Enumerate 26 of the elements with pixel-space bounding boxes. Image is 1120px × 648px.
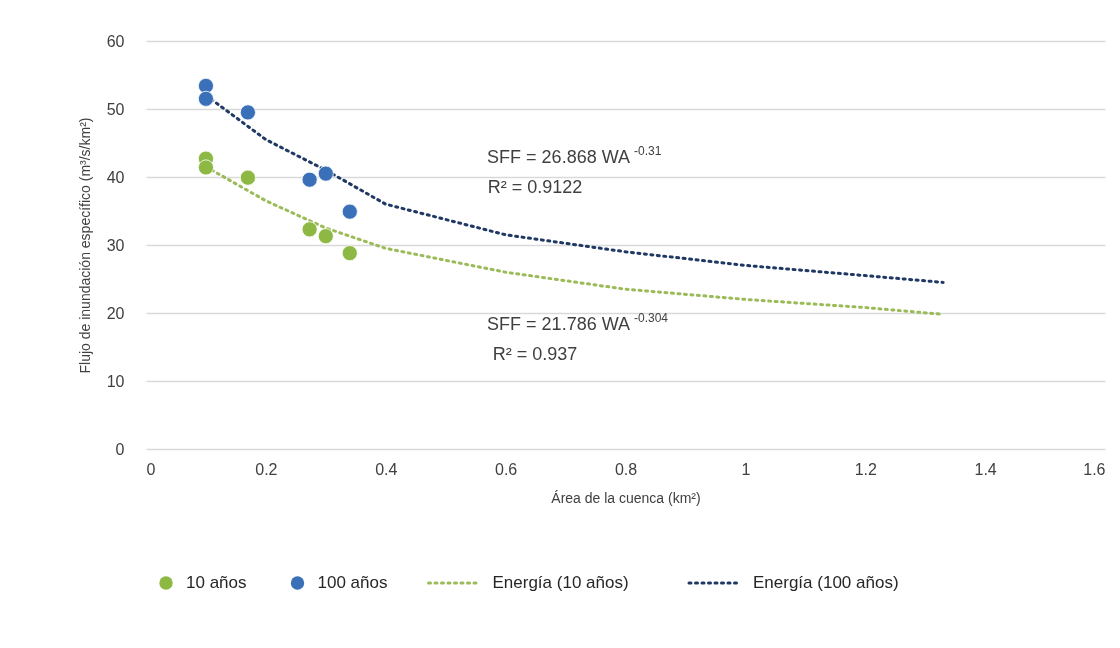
y-tick-label: 10: [106, 372, 125, 390]
x-tick-label: 0.8: [614, 460, 638, 478]
x-tick-label: 0.2: [255, 460, 278, 478]
y-tick-label: 40: [106, 168, 125, 186]
annotation: R² = 0.937: [492, 344, 578, 364]
legend-label: 10 años: [186, 573, 247, 592]
x-tick-label: 0: [146, 460, 156, 478]
x-tick-label: 1: [741, 460, 751, 478]
x-tick-label: 0.6: [495, 460, 518, 478]
y-tick-label: 50: [106, 100, 125, 118]
x-tick-label: 1.4: [974, 460, 997, 478]
annotation: SFF = 21.786 WA-0.304: [487, 311, 669, 334]
legend-label: Energía (10 años): [492, 573, 629, 592]
y-tick-label: 60: [106, 32, 125, 50]
y-tick-label: 20: [106, 304, 125, 322]
annotation: SFF = 26.868 WA-0.31: [487, 144, 662, 167]
x-tick-label: 1.2: [854, 460, 877, 478]
x-tick-label: 1.6: [1083, 460, 1106, 478]
y-tick-label: 30: [106, 236, 125, 254]
y-axis-title: Flujo de inundación específico (m³/s/km²): [76, 117, 93, 374]
legend-label: Energía (100 años): [753, 573, 899, 592]
x-tick-label: 0.4: [375, 460, 398, 478]
x-axis-title: Área de la cuenca (km²): [551, 489, 701, 506]
y-tick-label: 0: [115, 440, 125, 458]
annotation: R² = 0.9122: [487, 177, 583, 197]
legend-label: 100 años: [317, 573, 388, 592]
